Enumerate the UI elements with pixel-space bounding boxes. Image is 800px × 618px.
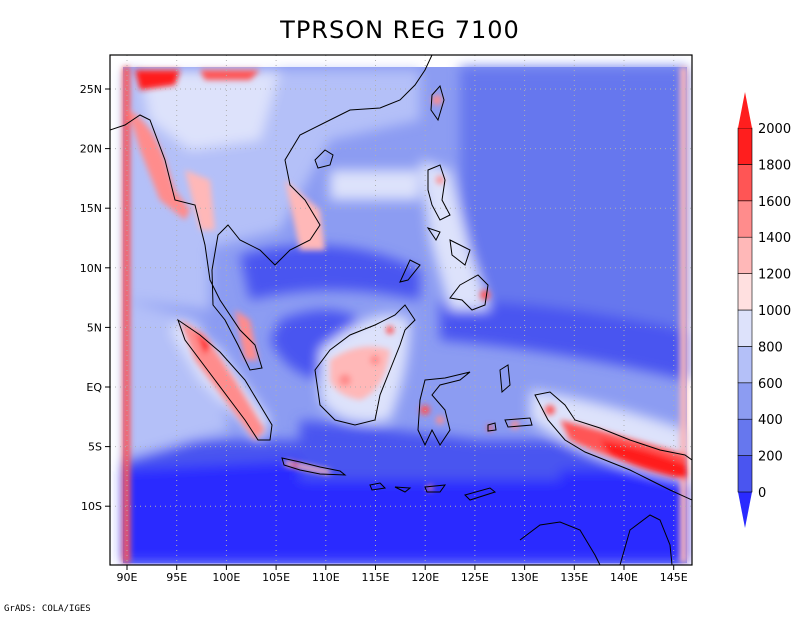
colorbar-segment: [737, 236, 753, 274]
y-tick-label: 10N: [80, 262, 102, 275]
x-tick-label: 125E: [461, 571, 489, 584]
colorbar-label: 200: [758, 450, 783, 465]
colorbar-label: 1000: [758, 304, 791, 319]
colorbar-label: 600: [758, 377, 783, 392]
x-tick-label: 140E: [610, 571, 638, 584]
credit-text: GrADS: COLA/IGES: [4, 604, 91, 614]
colorbar-arrow-low: [738, 492, 752, 528]
y-tick-label: 5S: [88, 441, 102, 454]
y-tick-label: 10S: [81, 500, 102, 513]
x-tick-label: 130E: [511, 571, 539, 584]
precipitation-field: [110, 55, 692, 565]
map-title: TPRSON REG 7100: [280, 16, 520, 44]
x-tick-label: 95E: [166, 571, 187, 584]
x-tick-label: 90E: [117, 571, 138, 584]
y-tick-label: 25N: [80, 83, 102, 96]
colorbar-label: 400: [758, 413, 783, 428]
y-tick-label: 20N: [80, 143, 102, 156]
colorbar-label: 1400: [758, 231, 791, 246]
colorbar-label: 800: [758, 340, 783, 355]
y-tick-label: 5N: [87, 321, 102, 334]
colorbar: 0 200 400 600 800 1000 1200 1400 1600 1800 2000: [737, 92, 791, 528]
colorbar-segment: [737, 127, 753, 165]
colorbar-segment: [737, 164, 753, 202]
x-tick-label: 145E: [660, 571, 688, 584]
colorbar-label: 1200: [758, 268, 791, 283]
x-tick-label: 135E: [560, 571, 588, 584]
x-tick-label: 120E: [411, 571, 439, 584]
colorbar-segment: [737, 273, 753, 311]
coastlines: [110, 55, 692, 565]
x-tick-label: 105E: [262, 571, 290, 584]
y-tick-label: 15N: [80, 202, 102, 215]
y-tick-label: EQ: [86, 381, 102, 394]
colorbar-label: 2000: [758, 122, 791, 137]
colorbar-label: 0: [758, 486, 766, 501]
colorbar-segment: [737, 382, 753, 420]
colorbar-segment: [737, 346, 753, 384]
x-axis-ticks: 90E 95E 100E 105E 110E 115E 120E 125E 130E 135E 14…: [117, 565, 688, 584]
map-frame: [109, 54, 693, 566]
x-tick-label: 100E: [212, 571, 240, 584]
colorbar-label: 1600: [758, 195, 791, 210]
x-tick-label: 110E: [312, 571, 340, 584]
colorbar-label: 1800: [758, 158, 791, 173]
colorbar-segment: [737, 200, 753, 238]
colorbar-segment: [737, 309, 753, 347]
colorbar-arrow-high: [738, 92, 752, 128]
colorbar-segment: [737, 418, 753, 456]
colorbar-segment: [737, 455, 753, 493]
y-axis-ticks: 25N 20N 15N 10N 5N EQ 5S 10S: [80, 83, 110, 513]
x-tick-label: 115E: [362, 571, 390, 584]
